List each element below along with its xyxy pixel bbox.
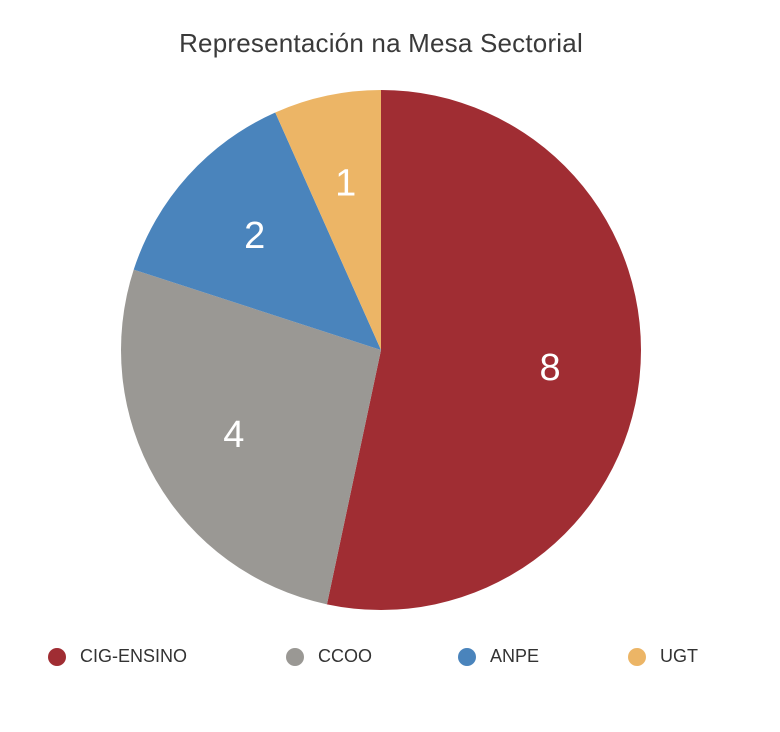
legend-item-cig-ensino[interactable]: CIG-ENSINO: [48, 646, 187, 667]
legend-label: ANPE: [490, 646, 540, 666]
slice-value-label: 4: [223, 414, 244, 456]
pie-slice-ccoo[interactable]: [120, 269, 381, 605]
legend-swatch-ccoo: [286, 647, 304, 666]
legend-label: CCOO: [318, 646, 372, 666]
legend-label: UGT: [660, 646, 698, 666]
slice-value-label: 8: [539, 347, 560, 389]
legend-swatch-anpe: [458, 647, 476, 666]
pie-slice-ugt[interactable]: [275, 90, 381, 350]
slice-value-label: 2: [244, 215, 265, 257]
pie-slice-anpe[interactable]: [133, 112, 381, 350]
legend-swatch-cig-ensino: [48, 647, 66, 666]
pie-slice-cig-ensino[interactable]: [326, 90, 641, 610]
legend-item-anpe[interactable]: ANPE: [458, 646, 539, 667]
legend: CIG-ENSINO CCOO ANPE UGT: [0, 646, 780, 670]
slice-value-label: 1: [335, 163, 356, 205]
legend-item-ugt[interactable]: UGT: [628, 646, 698, 667]
legend-label: CIG-ENSINO: [80, 646, 188, 666]
legend-item-ccoo[interactable]: CCOO: [286, 646, 372, 667]
legend-swatch-ugt: [628, 647, 646, 666]
chart-title: Representación na Mesa Sectorial: [179, 28, 583, 58]
pie-chart: 8 4 2 1: [120, 90, 641, 610]
